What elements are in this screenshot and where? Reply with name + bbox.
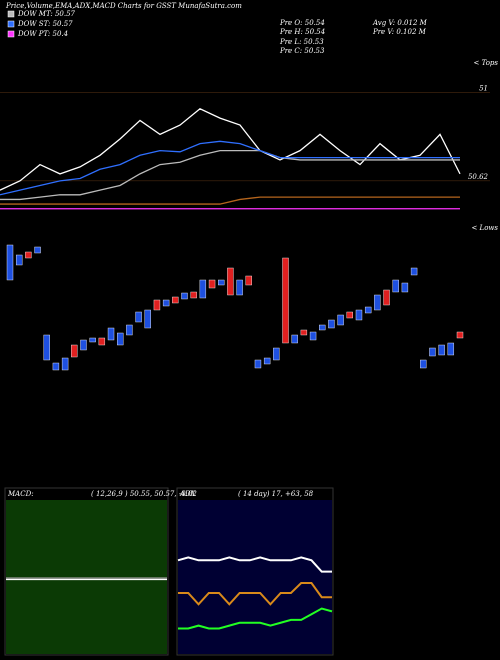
candle-body xyxy=(319,324,326,331)
legend-swatch xyxy=(7,30,15,38)
candle-body xyxy=(273,347,280,361)
series-line xyxy=(0,196,460,205)
candle-body xyxy=(456,331,464,339)
series-line xyxy=(0,149,460,201)
series-line xyxy=(178,582,332,606)
panel-subtitle: ( 14 day) 17, +63, 58 xyxy=(238,490,314,498)
candle-body xyxy=(337,314,344,326)
adx-frame xyxy=(176,487,334,656)
candle-body xyxy=(364,306,372,314)
candle-body xyxy=(98,337,106,346)
candle-body xyxy=(43,334,50,361)
candle-body xyxy=(420,359,427,369)
candle-body xyxy=(25,251,32,259)
candle-body xyxy=(6,244,14,281)
pre-volume: Pre V: 0.102 M xyxy=(372,28,427,36)
series-line xyxy=(0,108,461,191)
candle-body xyxy=(254,359,262,369)
y-tick-label: 50.62 xyxy=(468,173,489,181)
candle-body xyxy=(172,296,179,304)
legend-swatch xyxy=(7,10,15,18)
series-line xyxy=(177,556,332,573)
panel-background xyxy=(178,500,332,654)
annotation: < Lows xyxy=(471,224,498,232)
candle-body xyxy=(218,279,225,286)
candle-body xyxy=(227,267,234,296)
series-line xyxy=(178,607,333,630)
pre-high: Pre H: 50.54 xyxy=(279,28,325,36)
candle-body xyxy=(374,294,381,311)
legend-label: DOW PT: 50.4 xyxy=(17,30,68,38)
legend-label: DOW ST: 50.57 xyxy=(17,20,73,28)
candle-body xyxy=(153,299,161,311)
candle-body xyxy=(34,246,41,254)
candle-body xyxy=(236,279,243,296)
candle-body xyxy=(245,275,252,286)
candle-body xyxy=(263,357,271,365)
panel-background xyxy=(6,500,167,654)
candle-body xyxy=(126,324,133,336)
series-line xyxy=(0,140,460,196)
candle-body xyxy=(208,279,216,289)
candle-body xyxy=(346,311,353,319)
candle-body xyxy=(61,357,69,371)
candle-body xyxy=(355,309,363,321)
candle-body xyxy=(80,339,87,351)
candle-body xyxy=(309,331,317,341)
candle-body xyxy=(328,319,335,329)
candle-body xyxy=(117,332,124,346)
page-title: Price,Volume,EMA,ADX,MACD Charts for GSS… xyxy=(5,2,242,10)
annotation: < Tops xyxy=(473,59,498,67)
pre-open: Pre O: 50.54 xyxy=(279,19,325,27)
avg-volume: Avg V: 0.012 M xyxy=(372,19,428,27)
candle-body xyxy=(181,292,188,300)
candle-body xyxy=(410,267,418,276)
candle-body xyxy=(135,311,142,323)
candle-body xyxy=(383,289,390,306)
panel-subtitle: ( 12,26,9 ) 50.55, 50.57, -0.02 xyxy=(91,490,197,498)
candle-body xyxy=(199,279,207,299)
candle-body xyxy=(300,329,308,336)
candle-body xyxy=(282,257,289,344)
candle-body xyxy=(144,309,151,329)
y-tick-label: 51 xyxy=(479,85,488,93)
macd-frame xyxy=(4,487,169,656)
candle-body xyxy=(107,327,115,341)
panel-title: MACD: xyxy=(7,490,34,498)
panel-title: ADX xyxy=(179,490,197,498)
legend-swatch xyxy=(7,20,15,28)
candle-body xyxy=(89,337,96,343)
candle-body xyxy=(447,342,455,356)
legend-label: DOW MT: 50.57 xyxy=(17,10,76,18)
candle-body xyxy=(52,362,60,371)
candle-body xyxy=(401,282,409,293)
candle-body xyxy=(71,344,78,358)
pre-close: Pre C: 50.53 xyxy=(279,47,325,55)
candle-body xyxy=(438,344,445,356)
candle-body xyxy=(15,254,23,266)
candle-body xyxy=(392,279,399,293)
candle-body xyxy=(291,334,298,344)
candle-body xyxy=(190,291,197,299)
pre-low: Pre L: 50.53 xyxy=(279,38,324,46)
candle-body xyxy=(162,299,170,307)
candle-body xyxy=(429,347,436,357)
